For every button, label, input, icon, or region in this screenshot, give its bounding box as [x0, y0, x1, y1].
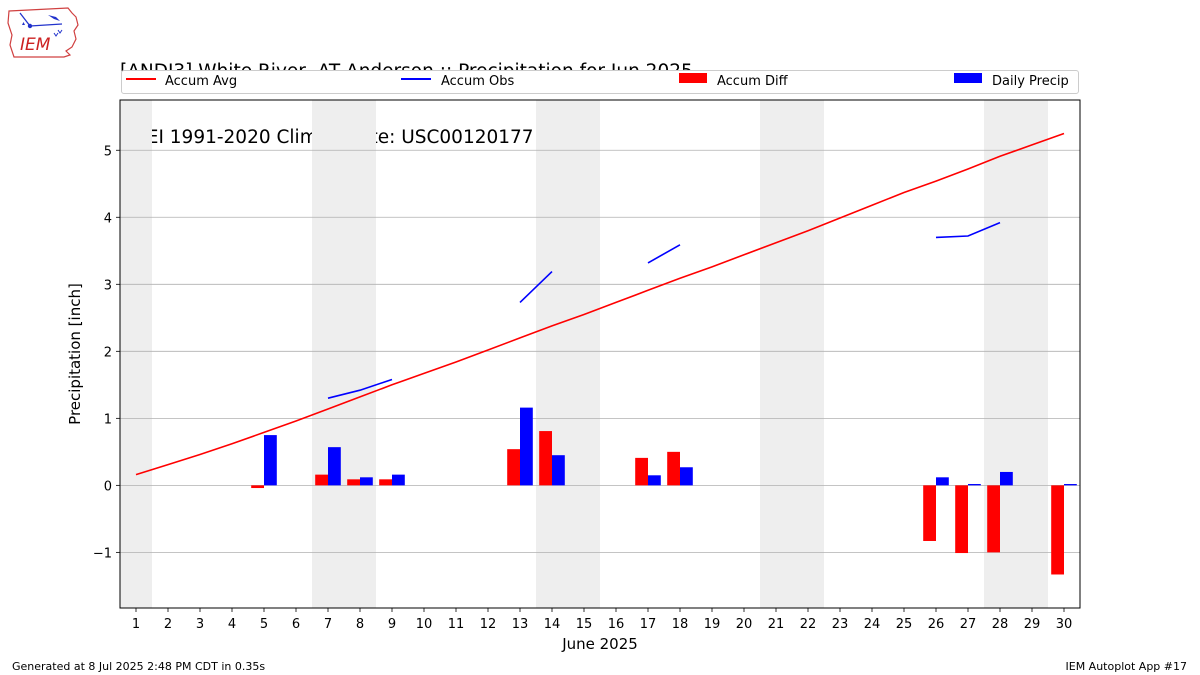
daily-precip-bar-day-7 — [328, 447, 341, 486]
accum-obs-line-segment-0 — [327, 378, 393, 399]
y-tick-label: −1 — [93, 546, 112, 561]
x-tick-label: 20 — [736, 617, 753, 632]
accum-obs-line-segment-3 — [935, 221, 1001, 239]
x-tick-label: 19 — [704, 617, 721, 632]
weekend-shade-day-21 — [760, 100, 792, 608]
y-tick-label: 2 — [104, 345, 112, 360]
legend-accum-avg-label: Accum Avg — [165, 74, 238, 89]
x-tick-label: 16 — [608, 617, 625, 632]
y-tick-label: 3 — [104, 278, 112, 293]
daily-precip-bar-day-14 — [552, 455, 565, 486]
legend-daily-precip-label: Daily Precip — [992, 74, 1069, 89]
accum-diff-bar-day-8 — [347, 479, 360, 486]
x-tick-label: 6 — [292, 617, 300, 632]
x-tick-label: 27 — [960, 617, 977, 632]
accum-diff-bar-day-9 — [379, 479, 392, 486]
accum-diff-bar-day-13 — [507, 449, 520, 486]
x-tick-label: 15 — [576, 617, 593, 632]
x-tick-label: 12 — [480, 617, 497, 632]
x-tick-label: 30 — [1056, 617, 1073, 632]
y-tick-label: 1 — [104, 412, 112, 427]
x-tick-label: 14 — [544, 617, 561, 632]
x-tick-label: 28 — [992, 617, 1009, 632]
footer-generated: Generated at 8 Jul 2025 2:48 PM CDT in 0… — [12, 660, 266, 673]
accum-diff-bar-day-5 — [251, 485, 264, 489]
daily-precip-bar-day-28 — [1000, 471, 1013, 486]
accum-diff-bar-day-30 — [1051, 485, 1064, 575]
iowa-state-map-icon: IEM — [7, 7, 79, 58]
accum-obs-line-segment-1 — [519, 271, 553, 303]
daily-precip-bar-day-5 — [264, 435, 277, 486]
x-tick-label: 1 — [132, 617, 140, 632]
x-tick-label: 11 — [448, 617, 465, 632]
x-tick-label: 3 — [196, 617, 204, 632]
x-tick-label: 18 — [672, 617, 689, 632]
accum-diff-bar-day-17 — [635, 457, 648, 486]
x-tick-label: 29 — [1024, 617, 1041, 632]
accum-diff-bar-day-14 — [539, 431, 552, 486]
weekend-shade-day-22 — [792, 100, 824, 608]
daily-precip-bar-day-18 — [680, 467, 693, 486]
daily-precip-bar-day-9 — [392, 474, 405, 486]
x-tick-label: 8 — [356, 617, 364, 632]
daily-precip-bar-day-17 — [648, 475, 661, 486]
accum-diff-bar-day-28 — [987, 485, 1000, 553]
legend-accum-diff-label: Accum Diff — [717, 74, 788, 89]
footer-app: IEM Autoplot App #17 — [1065, 660, 1188, 673]
x-tick-label: 7 — [324, 617, 332, 632]
weekend-shade-day-1 — [120, 100, 152, 608]
accum-avg-line-segment-0 — [135, 132, 1065, 476]
daily-precip-bar-day-30 — [1064, 484, 1077, 486]
accum-obs-line-segment-2 — [647, 244, 681, 264]
x-tick-label: 23 — [832, 617, 849, 632]
x-tick-label: 10 — [416, 617, 433, 632]
accum-diff-bar-day-27 — [955, 485, 968, 554]
weekend-shade-day-8 — [344, 100, 376, 608]
daily-precip-bar-day-26 — [936, 477, 949, 486]
weekend-shade-day-29 — [1016, 100, 1048, 608]
x-tick-label: 25 — [896, 617, 913, 632]
daily-precip-bar-day-27 — [968, 484, 981, 486]
accum-diff-bar-day-7 — [315, 474, 328, 486]
x-tick-label: 2 — [164, 617, 172, 632]
x-tick-label: 5 — [260, 617, 268, 632]
plot-frame — [119, 99, 1081, 609]
legend-accum-diff-swatch — [679, 73, 707, 83]
y-axis-label: Precipitation [inch] — [66, 283, 84, 425]
y-tick-label: 0 — [104, 479, 112, 494]
legend-accum-obs-swatch — [401, 78, 431, 80]
x-tick-label: 17 — [640, 617, 657, 632]
x-tick-label: 4 — [228, 617, 236, 632]
legend-daily-precip-swatch — [954, 73, 982, 83]
iem-logo: IEM — [6, 5, 82, 65]
y-tick-label: 5 — [104, 144, 112, 159]
legend: Accum Avg Accum Obs Accum Diff Daily Pre… — [121, 70, 1079, 94]
weekend-shade-day-14 — [536, 100, 568, 608]
legend-accum-obs-label: Accum Obs — [441, 74, 515, 89]
x-tick-label: 21 — [768, 617, 785, 632]
x-tick-label: 9 — [388, 617, 396, 632]
y-tick-label: 4 — [104, 211, 112, 226]
x-tick-label: 13 — [512, 617, 529, 632]
x-axis-label: June 2025 — [561, 635, 638, 653]
logo-text: IEM — [20, 35, 51, 55]
daily-precip-bar-day-13 — [520, 407, 533, 486]
x-tick-label: 24 — [864, 617, 881, 632]
accum-diff-bar-day-26 — [923, 485, 936, 541]
weekend-shade-day-7 — [312, 100, 344, 608]
accum-diff-bar-day-18 — [667, 451, 680, 486]
x-tick-label: 22 — [800, 617, 817, 632]
legend-accum-avg-swatch — [126, 78, 156, 80]
weekend-shade-day-15 — [568, 100, 600, 608]
daily-precip-bar-day-8 — [360, 477, 373, 486]
x-tick-label: 26 — [928, 617, 945, 632]
